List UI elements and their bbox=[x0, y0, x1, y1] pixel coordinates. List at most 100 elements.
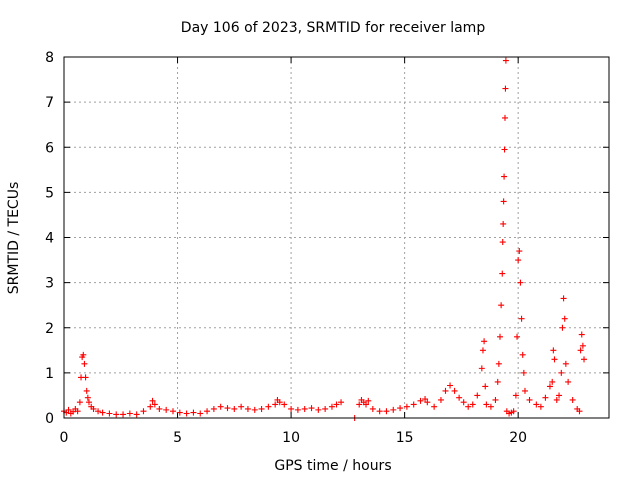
y-tick-label: 2 bbox=[45, 321, 54, 337]
data-point bbox=[106, 410, 113, 417]
data-point bbox=[478, 365, 485, 372]
data-point bbox=[183, 410, 190, 417]
data-point bbox=[510, 408, 517, 415]
data-point bbox=[276, 399, 283, 406]
data-point bbox=[80, 351, 87, 358]
data-point bbox=[549, 378, 556, 385]
data-point bbox=[133, 411, 140, 418]
data-point bbox=[82, 374, 89, 381]
data-point bbox=[560, 295, 567, 302]
y-tick-label: 8 bbox=[45, 50, 54, 66]
data-point bbox=[333, 401, 340, 408]
data-point bbox=[460, 399, 467, 406]
data-point bbox=[492, 396, 499, 403]
data-point bbox=[558, 369, 565, 376]
data-point bbox=[577, 347, 584, 354]
data-point bbox=[95, 408, 102, 415]
y-tick-label: 4 bbox=[45, 231, 54, 247]
data-point bbox=[474, 392, 481, 399]
data-point bbox=[151, 401, 158, 408]
data-point bbox=[469, 401, 476, 408]
data-point bbox=[210, 405, 217, 412]
data-point bbox=[479, 347, 486, 354]
data-point bbox=[578, 331, 585, 338]
data-point bbox=[556, 392, 563, 399]
data-point bbox=[288, 405, 295, 412]
data-point bbox=[499, 270, 506, 277]
data-point bbox=[551, 356, 558, 363]
data-point bbox=[149, 397, 156, 404]
x-tick-label: 0 bbox=[60, 430, 69, 446]
data-point bbox=[447, 382, 454, 389]
data-point bbox=[156, 405, 163, 412]
data-point bbox=[224, 405, 231, 412]
data-point bbox=[99, 409, 106, 416]
data-point bbox=[369, 405, 376, 412]
data-point bbox=[519, 351, 526, 358]
data-point bbox=[424, 399, 431, 406]
data-point bbox=[576, 408, 583, 415]
data-point bbox=[431, 403, 438, 410]
data-point bbox=[363, 401, 370, 408]
data-point bbox=[265, 403, 272, 410]
x-axis-label: GPS time / hours bbox=[274, 458, 391, 474]
x-tick-label: 20 bbox=[509, 430, 527, 446]
data-point bbox=[442, 387, 449, 394]
data-point bbox=[403, 403, 410, 410]
y-tick-label: 0 bbox=[45, 411, 54, 427]
data-point bbox=[526, 396, 533, 403]
data-point bbox=[562, 360, 569, 367]
y-tick-label: 5 bbox=[45, 185, 54, 201]
data-point bbox=[113, 411, 120, 418]
data-point bbox=[501, 173, 508, 180]
data-point bbox=[501, 146, 508, 153]
data-point bbox=[328, 403, 335, 410]
data-point bbox=[301, 405, 308, 412]
data-point bbox=[376, 408, 383, 415]
data-point bbox=[197, 410, 204, 417]
data-point bbox=[204, 408, 211, 415]
data-point bbox=[516, 248, 523, 255]
data-point bbox=[176, 409, 183, 416]
data-point bbox=[550, 347, 557, 354]
data-point bbox=[258, 405, 265, 412]
data-point bbox=[383, 408, 390, 415]
data-point bbox=[251, 406, 258, 413]
data-point bbox=[498, 302, 505, 309]
data-point bbox=[84, 394, 91, 401]
data-point bbox=[502, 57, 509, 64]
data-point bbox=[518, 315, 525, 322]
data-point bbox=[487, 403, 494, 410]
data-point bbox=[517, 279, 524, 286]
y-axis-label: SRMTID / TECUs bbox=[6, 182, 22, 295]
data-point bbox=[565, 378, 572, 385]
data-point bbox=[417, 397, 424, 404]
data-point bbox=[272, 401, 279, 408]
data-point bbox=[81, 360, 88, 367]
data-point bbox=[456, 394, 463, 401]
axis-ticks: 0 1 2 3 4 5 6 7 8 0 5 10 15 20 bbox=[45, 50, 609, 446]
data-point bbox=[163, 406, 170, 413]
data-point bbox=[281, 401, 288, 408]
x-tick-label: 10 bbox=[282, 430, 300, 446]
data-point bbox=[390, 406, 397, 413]
data-point bbox=[533, 401, 540, 408]
data-point bbox=[581, 356, 588, 363]
data-point bbox=[501, 114, 508, 121]
data-points bbox=[61, 57, 588, 421]
data-point bbox=[422, 396, 429, 403]
data-point bbox=[542, 394, 549, 401]
data-point bbox=[140, 408, 147, 415]
data-point bbox=[90, 405, 97, 412]
y-tick-label: 3 bbox=[45, 276, 54, 292]
data-point bbox=[76, 399, 83, 406]
data-point bbox=[499, 239, 506, 246]
data-point bbox=[495, 360, 502, 367]
data-point bbox=[322, 405, 329, 412]
data-point bbox=[231, 405, 238, 412]
data-point bbox=[397, 405, 404, 412]
data-point bbox=[238, 403, 245, 410]
data-point bbox=[85, 399, 92, 406]
data-point bbox=[338, 399, 345, 406]
